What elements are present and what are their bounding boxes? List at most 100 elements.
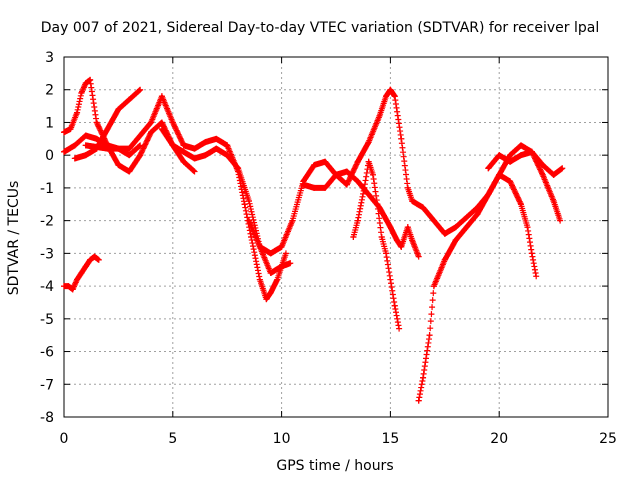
y-tick-label: -4	[40, 279, 54, 295]
data-point	[224, 142, 231, 149]
data-point	[365, 139, 372, 146]
data-point	[404, 224, 411, 231]
data-point	[82, 80, 89, 87]
data-point	[452, 237, 459, 244]
data-point	[517, 152, 524, 159]
data-point	[180, 142, 187, 149]
data-point	[528, 148, 535, 155]
data-point	[256, 243, 263, 250]
data-point	[71, 142, 78, 149]
data-point	[278, 243, 285, 250]
data-point	[126, 145, 133, 152]
data-point	[383, 93, 390, 100]
data-point	[191, 145, 198, 152]
data-point	[158, 126, 165, 132]
data-point	[441, 230, 448, 237]
data-point	[398, 135, 405, 142]
data-point	[343, 181, 350, 188]
data-point	[354, 178, 361, 185]
data-point	[115, 162, 122, 168]
data-point	[137, 86, 144, 93]
data-point	[180, 158, 187, 165]
y-tick-label: -3	[40, 246, 54, 262]
data-point	[82, 142, 89, 149]
data-point	[137, 152, 144, 159]
data-point	[104, 126, 111, 132]
series-markers	[300, 168, 422, 259]
series-arc-7	[245, 86, 566, 257]
plot-frame	[63, 56, 609, 418]
data-point	[289, 217, 296, 224]
data-point	[93, 119, 100, 126]
data-point	[263, 296, 270, 303]
data-point	[474, 211, 481, 218]
data-point	[169, 142, 176, 149]
grid	[64, 57, 608, 417]
data-point	[333, 171, 339, 178]
data-point	[415, 397, 422, 404]
data-point	[191, 155, 198, 162]
data-point	[396, 325, 403, 332]
data-point	[420, 374, 427, 381]
series-arc-1	[61, 253, 102, 293]
y-tick-label: -7	[40, 377, 54, 393]
data-point	[74, 276, 81, 283]
x-tick-label: 15	[381, 431, 399, 447]
data-point	[65, 283, 72, 290]
data-point	[354, 217, 361, 224]
y-tick-label: 2	[45, 83, 54, 99]
data-point	[383, 250, 390, 257]
data-point	[365, 191, 372, 198]
series-arc-10	[415, 171, 540, 404]
data-point	[550, 171, 557, 178]
data-point	[93, 135, 100, 142]
data-point	[69, 286, 76, 293]
data-point	[202, 152, 209, 159]
data-point	[245, 198, 252, 204]
axis-ticks: 0 5 10 15 20 25 -8 -7 -6 -5 -4 -3 -2 -1 0 1 2 3	[40, 50, 617, 447]
chart-title: Day 007 of 2021, Sidereal Day-to-day VTE…	[41, 20, 599, 36]
data-point	[415, 253, 422, 260]
data-point	[158, 93, 165, 100]
data-point	[67, 126, 74, 132]
y-tick-label: -8	[40, 410, 54, 426]
data-point	[496, 152, 503, 159]
data-point	[361, 184, 368, 191]
data-point	[126, 96, 133, 103]
x-tick-label: 25	[599, 431, 617, 447]
data-point	[533, 273, 540, 280]
series-arc-6	[158, 126, 294, 276]
data-point	[82, 152, 89, 159]
data-point	[213, 135, 220, 142]
data-point	[507, 178, 514, 185]
data-point	[387, 224, 394, 231]
data-point	[343, 168, 350, 175]
data-point	[557, 217, 564, 224]
data-point	[91, 253, 98, 260]
data-point	[391, 93, 398, 100]
data-point	[202, 139, 209, 146]
data-point	[441, 256, 448, 263]
data-point	[387, 86, 394, 93]
data-point	[409, 198, 416, 204]
data-point	[311, 184, 318, 191]
data-point	[398, 243, 405, 250]
data-point	[74, 109, 81, 116]
data-point	[71, 155, 78, 162]
data-point	[126, 168, 133, 175]
data-series	[61, 76, 566, 404]
data-point	[369, 171, 376, 178]
data-point	[87, 76, 94, 83]
data-point	[404, 184, 411, 191]
y-tick-label: -2	[40, 214, 54, 230]
data-point	[82, 263, 89, 270]
data-point	[485, 165, 492, 172]
data-point	[180, 148, 187, 155]
x-tick-label: 20	[490, 431, 508, 447]
data-point	[300, 181, 307, 188]
y-tick-label: -1	[40, 181, 54, 197]
data-point	[169, 119, 176, 126]
y-tick-label: 3	[45, 50, 54, 66]
data-point	[365, 158, 372, 165]
